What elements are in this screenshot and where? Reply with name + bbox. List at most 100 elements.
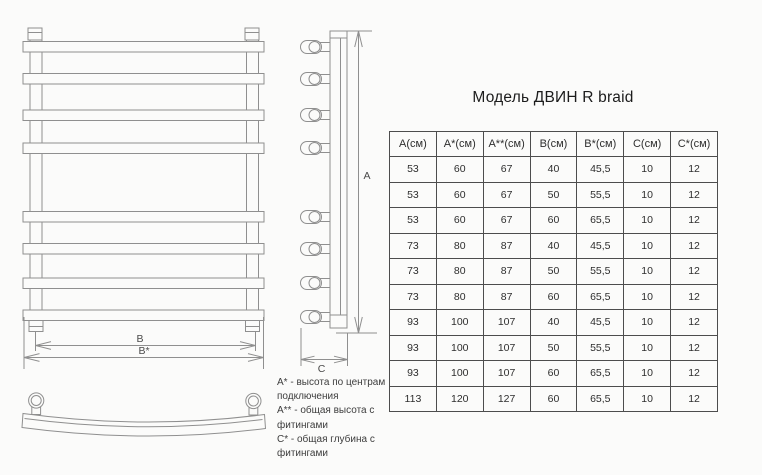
table-cell: 40: [529, 156, 578, 183]
table-cell: 80: [435, 232, 484, 259]
table-cell: 60: [529, 283, 578, 310]
table-row: 53 60 67 40 45,5 10 12: [389, 156, 718, 183]
table-cell: 113: [389, 385, 437, 412]
table-cell: 55,5: [576, 334, 625, 361]
table-cell: 60: [529, 360, 578, 387]
bar: [22, 41, 265, 53]
curved-bar: [21, 412, 267, 437]
table-cell: 12: [670, 309, 718, 336]
table-row: 73 80 87 40 45,5 10 12: [389, 232, 718, 259]
table-cell: 60: [435, 156, 484, 183]
table-cell: 12: [670, 360, 718, 387]
legend-entry: А* - высота по центрам подключения: [277, 377, 386, 403]
spec-table-head: А(см) А*(см) А**(см) В(см) В*(см) С(см) С*(см): [389, 131, 718, 157]
legend-entry: А** - общая высота с фитингами: [277, 405, 375, 431]
table-cell: 80: [435, 258, 484, 285]
column-header: С(см): [623, 131, 672, 157]
bar: [22, 309, 265, 321]
table-cell: 73: [389, 232, 437, 259]
page-title: Модель ДВИН R braid: [472, 89, 634, 106]
table-cell: 10: [623, 309, 672, 336]
table-cell: 67: [482, 207, 531, 234]
side-view: А С: [300, 30, 377, 375]
table-row: 53 60 67 50 55,5 10 12: [389, 181, 718, 208]
table-cell: 12: [670, 258, 718, 285]
table-cell: 53: [389, 207, 437, 234]
top-view: [21, 392, 267, 437]
legend-entry: С* - общая глубина с фитингами: [277, 433, 375, 460]
table-cell: 60: [529, 207, 578, 234]
table-cell: 107: [482, 334, 531, 361]
table-cell: 50: [529, 181, 578, 208]
table-cell: 12: [670, 334, 718, 361]
table-row: 73 80 87 50 55,5 10 12: [389, 258, 718, 285]
column-header: В*(см): [576, 131, 625, 157]
table-cell: 12: [670, 207, 718, 234]
dim-label-a: А: [364, 170, 371, 182]
table-cell: 10: [623, 385, 672, 412]
table-cell: 67: [482, 181, 531, 208]
dim-label-c: С: [318, 363, 326, 375]
table-cell: 65,5: [576, 283, 625, 310]
table-cell: 73: [389, 258, 437, 285]
table-cell: 10: [623, 360, 672, 387]
dimension-b: В: [35, 332, 256, 351]
header-row: А(см) А*(см) А**(см) В(см) В*(см) С(см) С*(см): [389, 131, 718, 157]
table-cell: 12: [670, 385, 718, 412]
table-cell: 93: [389, 360, 437, 387]
spec-table: А(см) А*(см) А**(см) В(см) В*(см) С(см) С*(см)…: [389, 131, 718, 412]
spec-table-body: 53 60 67 40 45,5 10 12 53 60 67 50 55,5 10 12 53 60 67 60…: [389, 156, 718, 412]
table-cell: 80: [435, 283, 484, 310]
table-cell: 87: [482, 283, 531, 310]
table-cell: 60: [435, 207, 484, 234]
dimension-c: С: [300, 328, 348, 375]
bar: [22, 211, 265, 223]
side-post: [329, 30, 348, 329]
table-row: 93 100 107 60 65,5 10 12: [389, 360, 718, 387]
table-cell: 55,5: [576, 181, 625, 208]
table-row: 113 120 127 60 65,5 10 12: [389, 385, 718, 412]
table-cell: 45,5: [576, 156, 625, 183]
table-row: 93 100 107 50 55,5 10 12: [389, 334, 718, 361]
table-row: 73 80 87 60 65,5 10 12: [389, 283, 718, 310]
table-cell: 10: [623, 258, 672, 285]
table-cell: 65,5: [576, 360, 625, 387]
table-cell: 55,5: [576, 258, 625, 285]
column-header: С*(см): [670, 131, 718, 157]
table-cell: 107: [482, 309, 531, 336]
table-cell: 12: [670, 283, 718, 310]
table-row: 53 60 67 60 65,5 10 12: [389, 207, 718, 234]
table-cell: 100: [435, 309, 484, 336]
table-cell: 10: [623, 207, 672, 234]
dimension-b-star: В*: [23, 317, 264, 369]
legend: А* - высота по центрам подключения А** - …: [277, 376, 395, 461]
dimension-a: А: [336, 30, 377, 334]
table-cell: 65,5: [576, 207, 625, 234]
table-cell: 107: [482, 360, 531, 387]
left-top-cap: [27, 27, 43, 41]
right-top-cap: [244, 27, 260, 41]
column-header: А*(см): [435, 131, 484, 157]
table-cell: 53: [389, 156, 437, 183]
bar: [22, 243, 265, 255]
bar: [22, 109, 265, 121]
table-cell: 50: [529, 258, 578, 285]
table-cell: 10: [623, 283, 672, 310]
table-cell: 12: [670, 156, 718, 183]
towel-rail-drawing: В В*: [21, 27, 377, 437]
table-cell: 10: [623, 334, 672, 361]
table-cell: 120: [435, 385, 484, 412]
dim-label-b: В: [136, 333, 143, 345]
table-cell: 53: [389, 181, 437, 208]
table-cell: 12: [670, 181, 718, 208]
table-cell: 127: [482, 385, 531, 412]
bar: [22, 73, 265, 85]
table-row: 93 100 107 40 45,5 10 12: [389, 309, 718, 336]
table-cell: 40: [529, 232, 578, 259]
column-header: А**(см): [482, 131, 531, 157]
table-cell: 60: [529, 385, 578, 412]
column-header: А(см): [389, 131, 437, 157]
table-cell: 100: [435, 334, 484, 361]
table-cell: 67: [482, 156, 531, 183]
